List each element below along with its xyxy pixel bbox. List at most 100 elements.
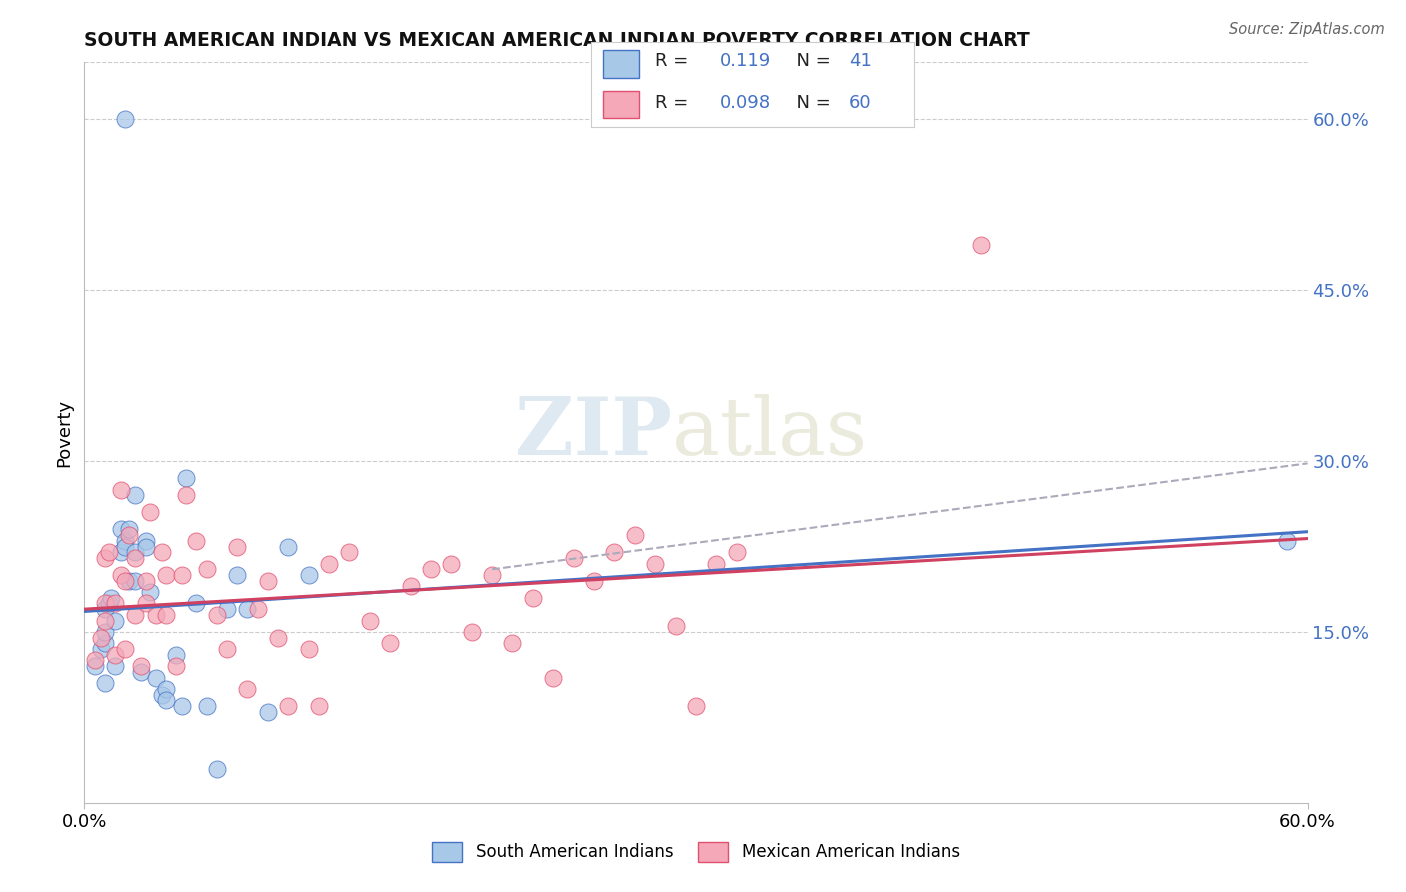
Point — [97, 545, 120, 559]
Point — [100, 591, 122, 605]
Point — [195, 562, 218, 576]
Point — [135, 533, 157, 548]
Point — [236, 681, 259, 696]
Y-axis label: Poverty: Poverty — [55, 399, 73, 467]
Point — [267, 631, 290, 645]
Point — [93, 614, 115, 628]
Point — [246, 602, 269, 616]
Point — [124, 574, 146, 588]
Point — [135, 597, 157, 611]
Point — [624, 528, 647, 542]
Point — [481, 568, 503, 582]
Point — [124, 488, 146, 502]
Text: R =: R = — [655, 52, 695, 70]
Point — [603, 545, 626, 559]
Point — [93, 597, 115, 611]
Text: R =: R = — [655, 94, 695, 112]
Point — [138, 505, 160, 519]
Point — [93, 624, 115, 639]
Legend: South American Indians, Mexican American Indians: South American Indians, Mexican American… — [426, 835, 966, 869]
Point — [93, 550, 115, 565]
Point — [93, 676, 115, 690]
Point — [226, 540, 249, 554]
Point — [145, 607, 167, 622]
Point — [165, 648, 187, 662]
Point — [124, 545, 146, 559]
Point — [104, 597, 127, 611]
Point — [165, 659, 187, 673]
Point — [131, 665, 153, 679]
Point — [155, 681, 177, 696]
Text: ZIP: ZIP — [515, 393, 672, 472]
FancyBboxPatch shape — [603, 51, 638, 78]
Point — [277, 698, 299, 713]
Point — [186, 533, 208, 548]
Point — [90, 642, 112, 657]
Point — [135, 574, 157, 588]
Point — [90, 631, 112, 645]
Point — [420, 562, 443, 576]
Point — [1277, 533, 1299, 548]
Point — [583, 574, 606, 588]
Point — [339, 545, 361, 559]
Text: Source: ZipAtlas.com: Source: ZipAtlas.com — [1229, 22, 1385, 37]
Point — [308, 698, 330, 713]
Point — [970, 237, 993, 252]
Point — [110, 483, 132, 497]
Text: 60: 60 — [849, 94, 872, 112]
Point — [685, 698, 707, 713]
Point — [118, 523, 141, 537]
Point — [110, 523, 132, 537]
Point — [380, 636, 402, 650]
Point — [186, 597, 208, 611]
Point — [461, 624, 484, 639]
Point — [562, 550, 585, 565]
Point — [155, 568, 177, 582]
Point — [298, 568, 321, 582]
Point — [195, 698, 218, 713]
Point — [318, 557, 340, 571]
Point — [502, 636, 524, 650]
Point — [174, 471, 197, 485]
Point — [114, 112, 136, 127]
Point — [114, 642, 136, 657]
Point — [298, 642, 321, 657]
Point — [217, 642, 239, 657]
Point — [399, 579, 422, 593]
Point — [205, 762, 228, 776]
Point — [725, 545, 748, 559]
Point — [93, 602, 115, 616]
Text: N =: N = — [785, 94, 837, 112]
Point — [118, 574, 141, 588]
Point — [440, 557, 463, 571]
Point — [104, 659, 127, 673]
Point — [172, 568, 194, 582]
Point — [114, 533, 136, 548]
Point — [217, 602, 239, 616]
Point — [97, 597, 120, 611]
Point — [145, 671, 167, 685]
Point — [83, 653, 105, 667]
Point — [93, 636, 115, 650]
Point — [226, 568, 249, 582]
Point — [138, 585, 160, 599]
Text: 41: 41 — [849, 52, 872, 70]
Text: SOUTH AMERICAN INDIAN VS MEXICAN AMERICAN INDIAN POVERTY CORRELATION CHART: SOUTH AMERICAN INDIAN VS MEXICAN AMERICA… — [84, 30, 1031, 50]
Point — [665, 619, 688, 633]
Point — [150, 545, 173, 559]
Point — [257, 705, 280, 719]
Point — [359, 614, 381, 628]
Point — [543, 671, 565, 685]
Point — [172, 698, 194, 713]
Point — [644, 557, 666, 571]
Point — [155, 693, 177, 707]
Text: atlas: atlas — [672, 393, 866, 472]
Point — [150, 688, 173, 702]
Point — [110, 545, 132, 559]
Text: 0.119: 0.119 — [720, 52, 770, 70]
Point — [236, 602, 259, 616]
Point — [114, 574, 136, 588]
Point — [110, 568, 132, 582]
Text: N =: N = — [785, 52, 837, 70]
Text: 0.098: 0.098 — [720, 94, 770, 112]
